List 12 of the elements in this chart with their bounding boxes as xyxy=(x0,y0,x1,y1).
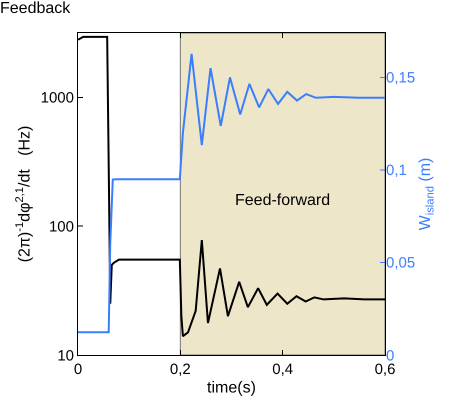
x-tick-label: 0 xyxy=(74,361,82,378)
y-tick-label: 1000 xyxy=(40,90,74,107)
y2-tick-label: 0,15 xyxy=(386,70,416,87)
y-tick-label: 100 xyxy=(48,218,74,236)
x-axis-title: time(s) xyxy=(207,380,256,397)
chart-title: Feedback xyxy=(0,0,72,18)
y2-tick-label: 0,1 xyxy=(386,162,407,180)
x-tick-label: 0,2 xyxy=(170,361,191,378)
y2-tick-label: 0,05 xyxy=(386,254,416,272)
x-tick-label: 0,4 xyxy=(272,361,294,378)
y-tick-label: 10 xyxy=(57,347,74,364)
band-label: Feed-forward xyxy=(235,192,330,209)
